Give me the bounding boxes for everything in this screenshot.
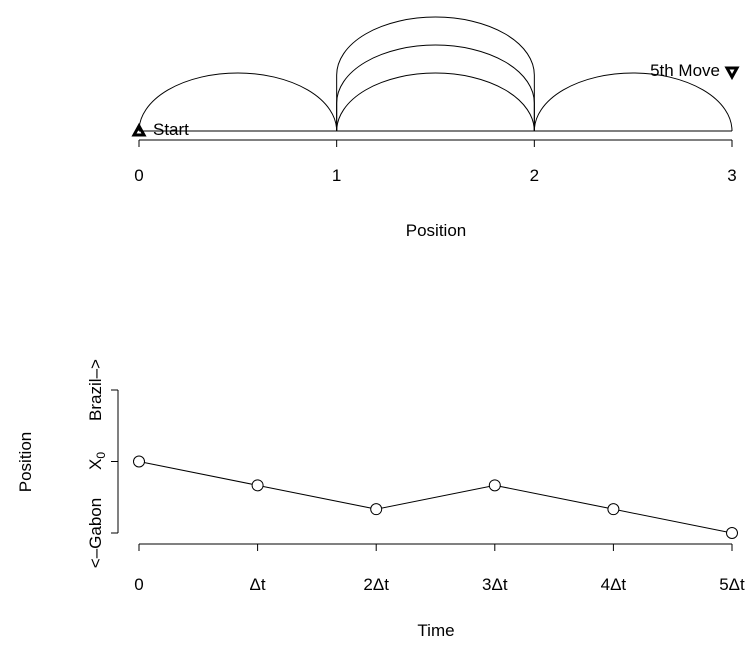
jump-arc xyxy=(336,44,535,104)
jump-arc xyxy=(138,72,338,132)
number-line-ticks: 0 1 2 3 xyxy=(134,140,737,185)
y-axis-ticks: <–Gabon X0 Brazil–> xyxy=(86,359,118,568)
jump-arc xyxy=(336,16,535,76)
y-tick-label-gabon: <–Gabon xyxy=(86,498,105,568)
y-tick-label-x0-main: X xyxy=(86,459,105,470)
number-line-tick-label: 2 xyxy=(530,166,539,185)
data-point xyxy=(370,503,383,516)
x-tick-label: 3Δt xyxy=(482,575,508,594)
position-number-line-chart: 0 1 2 3 Start 5th Move Position xyxy=(131,16,740,240)
number-line-tick-label: 1 xyxy=(332,166,341,185)
number-line-tick-label: 3 xyxy=(727,166,736,185)
x-tick-label: 2Δt xyxy=(363,575,389,594)
data-point xyxy=(607,503,620,516)
number-line-tick-label: 0 xyxy=(134,166,143,185)
y-tick-label-brazil: Brazil–> xyxy=(86,359,105,421)
jump-arc xyxy=(336,72,535,132)
y-axis-label-position: Position xyxy=(16,432,35,492)
x-tick-label: Δt xyxy=(250,575,266,594)
y-tick-label-x0: X0 xyxy=(86,452,108,470)
data-point xyxy=(726,527,738,539)
x-axis-ticks: 0 Δt 2Δt 3Δt 4Δt 5Δt xyxy=(134,544,745,594)
data-point xyxy=(251,479,264,492)
start-label: Start xyxy=(153,120,189,139)
jump-markers: Start 5th Move xyxy=(131,61,740,139)
end-label: 5th Move xyxy=(650,61,720,80)
x-axis-label-time: Time xyxy=(417,621,454,640)
position-series-line xyxy=(138,461,733,534)
x-tick-label: 5Δt xyxy=(719,575,745,594)
jump-arc xyxy=(533,72,733,132)
data-point xyxy=(488,479,501,492)
position-over-time-chart: 0 Δt 2Δt 3Δt 4Δt 5Δt <–Gabon X0 Brazil–> Time… xyxy=(16,359,745,640)
end-marker-down-triangle xyxy=(724,66,740,81)
jump-arcs xyxy=(138,16,733,132)
x-tick-label: 4Δt xyxy=(601,575,627,594)
position-series-points xyxy=(133,455,738,539)
y-tick-label-x0-subscript: 0 xyxy=(94,452,108,459)
x-tick-label: 0 xyxy=(134,575,143,594)
x-axis-label-position: Position xyxy=(406,221,466,240)
data-point xyxy=(133,455,145,468)
start-marker-up-triangle xyxy=(131,122,147,137)
